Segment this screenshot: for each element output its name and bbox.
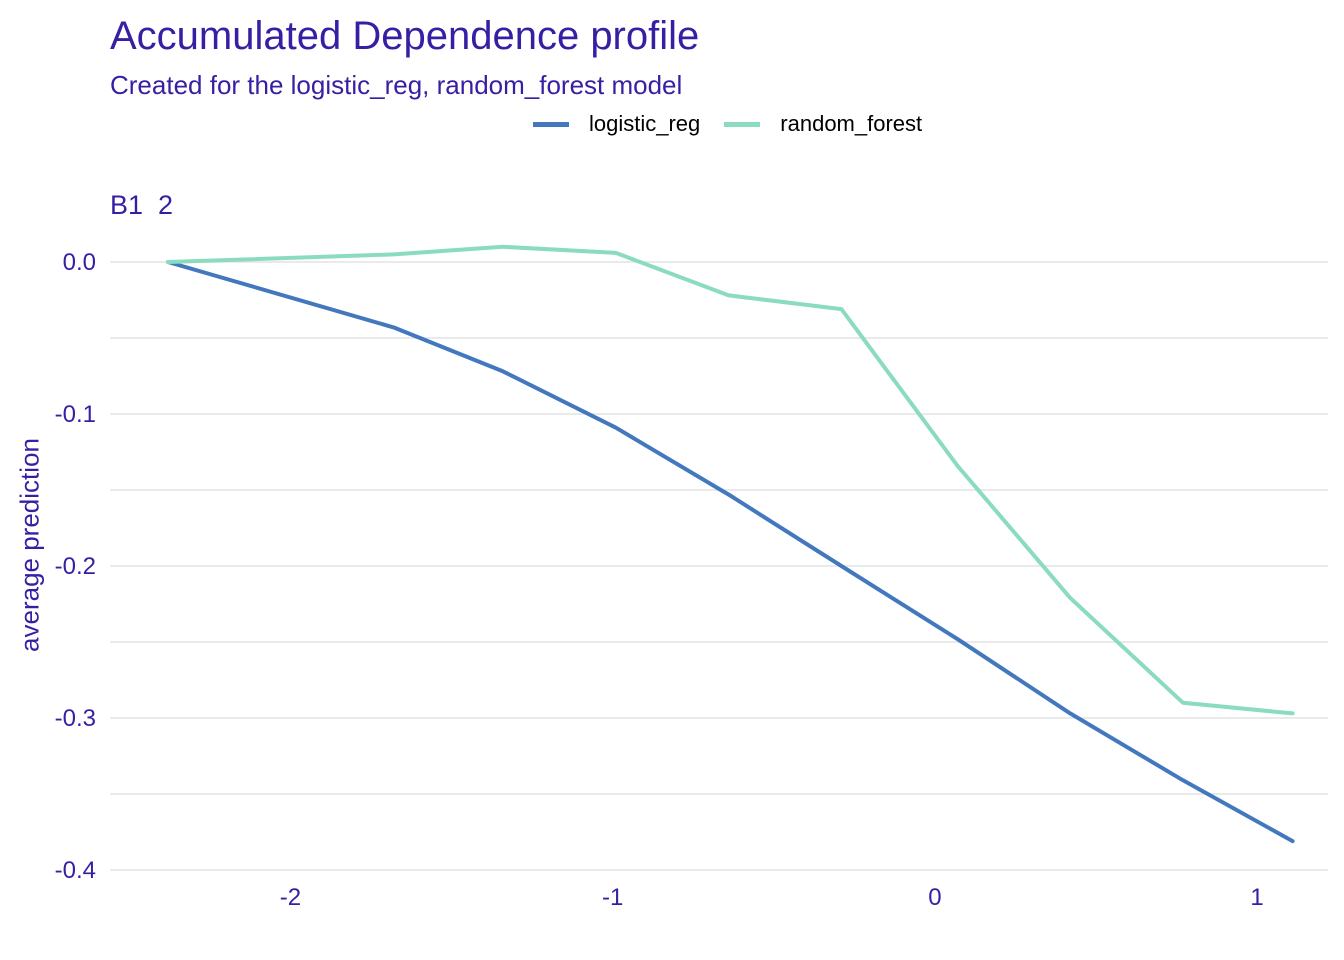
legend-item-random-forest: random_forest xyxy=(724,111,922,137)
y-tick-label: 0.0 xyxy=(63,249,96,276)
legend: logistic_reg random_forest xyxy=(533,110,946,138)
x-tick-label: -1 xyxy=(602,884,623,911)
chart-subtitle: Created for the logistic_reg, random_for… xyxy=(110,70,683,100)
legend-swatch-logistic-reg xyxy=(533,121,569,127)
series-line-logistic-reg xyxy=(166,260,1295,844)
x-tick-label: 1 xyxy=(1250,884,1263,911)
legend-item-logistic-reg: logistic_reg xyxy=(533,111,700,137)
x-tick-label: -2 xyxy=(280,884,301,911)
y-tick-label: -0.4 xyxy=(55,857,96,884)
x-tick-label: 0 xyxy=(928,884,941,911)
y-tick-label: -0.1 xyxy=(55,401,96,428)
legend-swatch-random-forest xyxy=(724,121,761,127)
series-line-random-forest xyxy=(166,244,1295,716)
chart-title: Accumulated Dependence profile xyxy=(110,14,700,58)
legend-label-logistic-reg: logistic_reg xyxy=(589,111,701,136)
facet-label: B1 2 xyxy=(110,190,174,220)
legend-label-random-forest: random_forest xyxy=(780,111,923,136)
y-tick-label: -0.3 xyxy=(55,705,96,732)
y-tick-label: -0.2 xyxy=(55,553,96,580)
